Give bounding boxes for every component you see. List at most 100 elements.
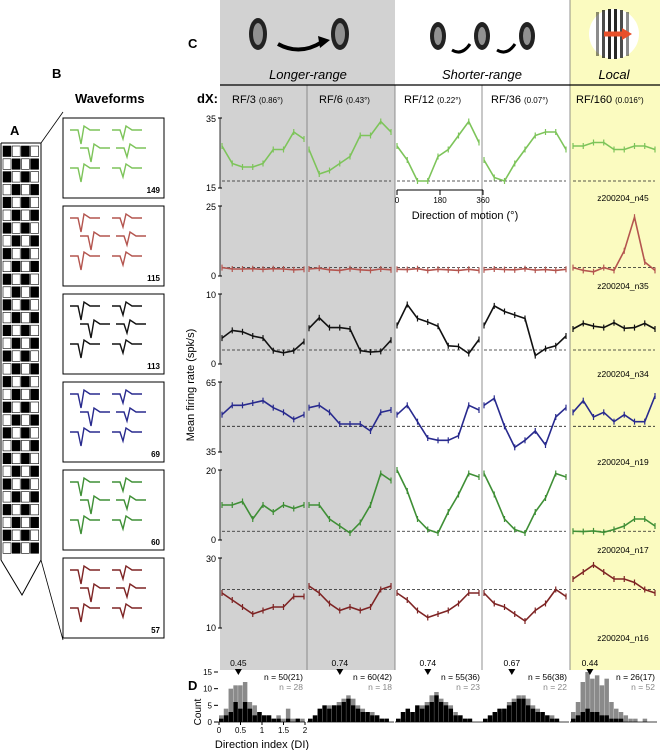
electrode-site — [21, 209, 30, 221]
n-count-black: n = 60(42) — [353, 672, 392, 682]
electrode-site — [21, 516, 30, 529]
hist-y-tick-label: 5 — [208, 701, 213, 710]
waveform-box — [62, 293, 165, 375]
category-longer-range: Longer-range — [269, 67, 347, 82]
electrode-site — [21, 184, 30, 196]
electrode-site — [11, 235, 21, 247]
neuron-id: z200204_n16 — [597, 633, 649, 643]
electrode-site — [2, 248, 12, 260]
hist-bar-black — [535, 712, 541, 722]
median-marker — [424, 669, 432, 675]
waveform-trace — [70, 514, 100, 535]
hist-bar-black — [487, 715, 493, 722]
electrode-site — [11, 529, 21, 541]
median-marker — [586, 669, 594, 675]
electrode-site — [11, 414, 21, 426]
electrode-site — [21, 414, 30, 426]
electrode-site — [11, 440, 21, 452]
electrode-site — [30, 222, 39, 234]
cluster-count: 69 — [151, 450, 160, 459]
n-count-gray: n = 28 — [279, 682, 303, 692]
hist-bar-black — [439, 702, 444, 722]
deg-label: (0.22°) — [437, 96, 461, 105]
hist-bar-black — [312, 715, 318, 722]
electrode-site — [21, 491, 30, 503]
waveform-trace — [70, 602, 100, 623]
y-tick-label: 30 — [206, 554, 216, 564]
hist-bar-gray — [290, 718, 296, 722]
waveform-trace — [70, 564, 100, 585]
n-count-black: n = 55(36) — [441, 672, 480, 682]
electrode-site — [21, 478, 30, 490]
waveform-trace — [70, 300, 100, 321]
electrode-site — [2, 196, 12, 208]
hist-bar-black — [285, 718, 291, 722]
hist-bar-black — [575, 715, 581, 722]
electrode-site — [21, 324, 30, 337]
y-tick-label: 10 — [206, 623, 216, 633]
waveform-trace — [116, 494, 146, 512]
rf-label: RF/36 — [491, 94, 521, 106]
y-tick-label: 35 — [206, 447, 216, 457]
zoom-line — [40, 559, 64, 641]
tuning-curve — [483, 472, 567, 534]
hist-bar-black — [530, 708, 536, 722]
hist-bar-black — [462, 718, 468, 722]
electrode-site — [2, 363, 12, 375]
hist-bar-black — [516, 698, 521, 722]
electrode-site — [2, 337, 12, 349]
hist-bar-gray — [300, 718, 305, 722]
waveform-trace — [112, 338, 142, 356]
electrode-site — [11, 222, 21, 234]
electrode-site — [21, 504, 30, 516]
electrode-site — [11, 363, 21, 375]
waveform-trace — [80, 582, 110, 603]
hist-x-tick-label: 1.5 — [278, 726, 290, 735]
hist-x-tick-label: 2 — [303, 726, 308, 735]
electrode-site — [30, 209, 39, 221]
hist-bar-black — [308, 718, 313, 722]
neuron-id: z200204_n45 — [597, 193, 649, 203]
tuning-curve — [483, 131, 567, 182]
electrode-site — [30, 465, 39, 477]
column-header: RF/6 (0.43°) — [319, 94, 370, 106]
electrode-site — [2, 171, 12, 183]
hist-bar-black — [410, 712, 415, 722]
electrode-site — [30, 504, 39, 516]
cluster-count: 57 — [151, 626, 160, 635]
electrode-site — [2, 299, 12, 311]
hist-bar-black — [492, 712, 498, 722]
electrode-site — [2, 414, 12, 426]
median-value: 0.74 — [420, 658, 437, 668]
hist-bar-gray — [571, 712, 576, 722]
electrode-site — [2, 286, 12, 298]
electrode-site — [30, 401, 39, 413]
electrode-site — [2, 158, 12, 170]
waveform-trace — [112, 426, 142, 444]
hist-x-tick-label: 0 — [217, 726, 222, 735]
electrode-site — [2, 427, 12, 439]
electrode-site — [2, 260, 12, 273]
electrode-site — [11, 260, 21, 273]
electrode-site — [2, 401, 12, 413]
electrode-site — [11, 542, 21, 554]
hist-bar-black — [228, 712, 234, 722]
electrode-site — [21, 350, 30, 362]
hist-bar-black — [379, 718, 385, 722]
hist-bar-black — [424, 705, 430, 722]
electrode-site — [2, 529, 12, 541]
electrode-site — [11, 491, 21, 503]
electrode-site — [2, 440, 12, 452]
hist-bar-black — [331, 705, 337, 722]
rf-label: RF/160 — [576, 94, 612, 106]
hist-bar-gray — [594, 675, 600, 722]
local-bg — [570, 0, 660, 670]
hist-bar-black — [554, 718, 560, 722]
electrode-site — [30, 184, 39, 196]
hist-x-tick-label: 1 — [260, 726, 265, 735]
y-tick-label: 0 — [211, 359, 216, 369]
electrode-site — [21, 312, 30, 324]
neuron-id: z200204_n34 — [597, 369, 649, 379]
electrode-site — [30, 516, 39, 529]
electrode-site — [21, 452, 30, 465]
